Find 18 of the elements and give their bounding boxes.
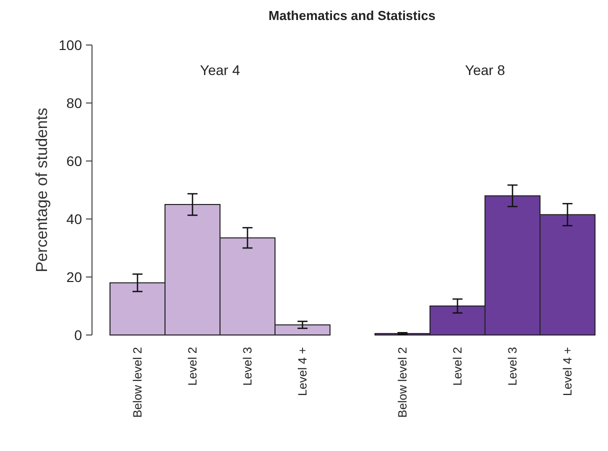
x-tick-label: Level 4 + bbox=[560, 347, 574, 396]
x-tick-label: Level 2 bbox=[450, 346, 464, 386]
x-tick-label: Level 3 bbox=[240, 346, 254, 386]
chart-title: Mathematics and Statistics bbox=[268, 8, 436, 23]
y-axis-title: Percentage of students bbox=[34, 108, 51, 272]
y-tick-label: 100 bbox=[58, 36, 82, 53]
x-tick-label: Level 2 bbox=[186, 346, 200, 386]
x-tick-label: Level 4 + bbox=[296, 347, 310, 396]
text: Year 8 bbox=[465, 62, 506, 78]
y-tick-label: 0 bbox=[74, 326, 82, 343]
x-tick-label: Level 3 bbox=[506, 346, 520, 386]
y-tick-label: 20 bbox=[66, 268, 82, 285]
y-tick-label: 80 bbox=[66, 94, 82, 111]
y-tick-label: 60 bbox=[66, 152, 82, 169]
x-tick-label: Below level 2 bbox=[130, 346, 144, 418]
y-tick-label: 40 bbox=[66, 210, 82, 227]
x-tick-label: Below level 2 bbox=[396, 346, 410, 418]
text: Year 4 bbox=[200, 62, 240, 78]
